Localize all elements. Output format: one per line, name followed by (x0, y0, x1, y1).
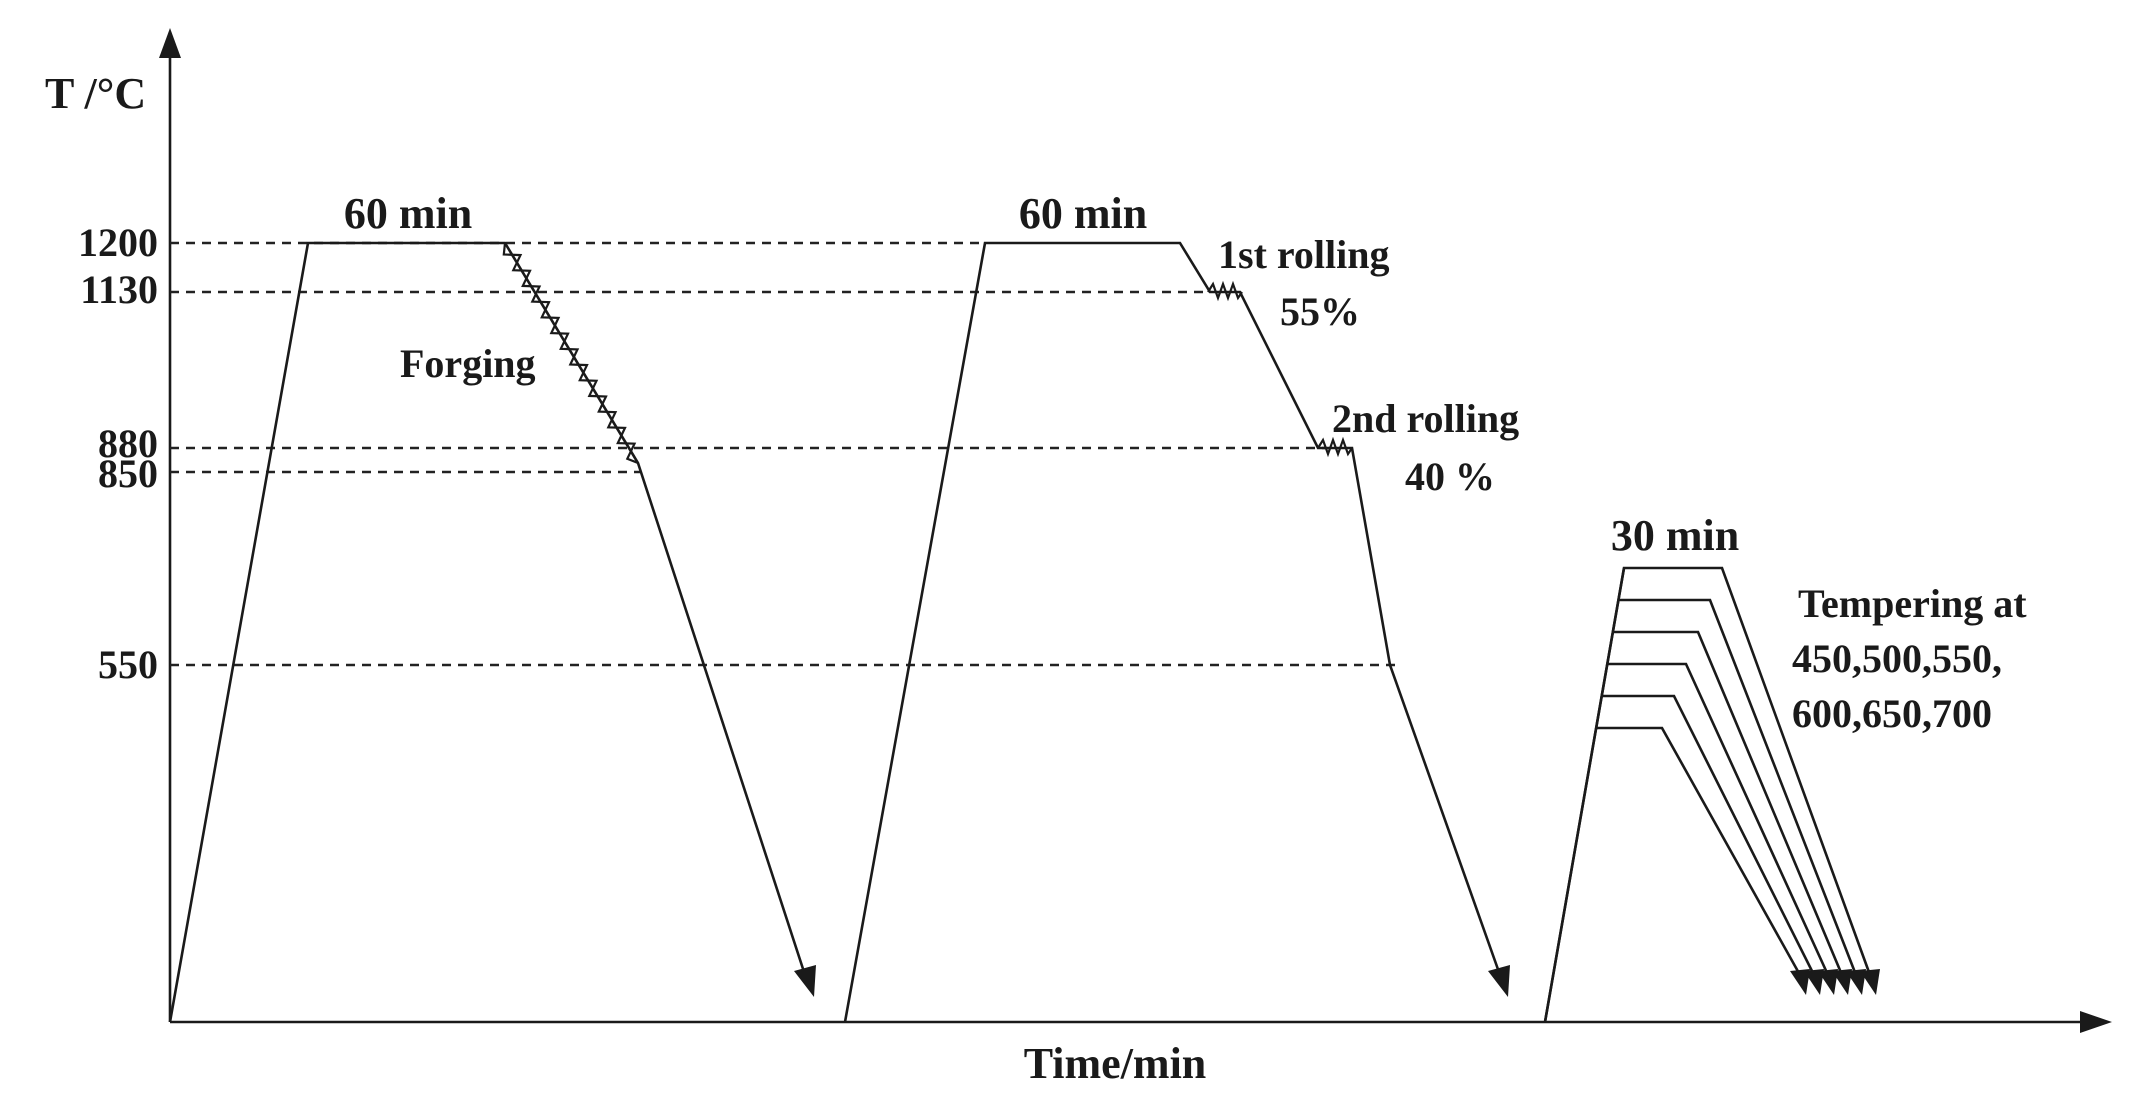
rolling1-zigzag (1207, 280, 1243, 302)
rolling2-zigzag (1317, 436, 1353, 458)
tempering-curves (1543, 566, 1880, 1023)
x-axis-label: Time/min (1024, 1039, 1207, 1088)
y-axis-label: T /°C (45, 69, 146, 118)
y-tick-1200: 1200 (78, 220, 158, 265)
tempering-curve-450 (1596, 726, 1802, 976)
forging-label: Forging (400, 341, 536, 386)
y-tick-1130: 1130 (80, 267, 158, 312)
tempering-label-line2: 450,500,550, (1792, 636, 2002, 681)
rolling2-reduction: 40 % (1405, 454, 1495, 499)
tempering-heating-line (1543, 567, 1626, 1023)
rolling1-reduction: 55% (1280, 289, 1360, 334)
y-tick-880: 880 (98, 421, 158, 466)
y-tick-850: 850 (98, 451, 158, 496)
rolling1-label: 1st rolling (1218, 232, 1390, 277)
rolling2-label: 2nd rolling (1332, 396, 1519, 441)
tempering-arrowhead-450 (1790, 969, 1810, 995)
stage2-profile (843, 241, 1502, 1023)
tempering-label-line1: Tempering at (1798, 581, 2027, 626)
stage1-cooling-arrowhead (794, 965, 816, 997)
stage2-hold-label: 60 min (1019, 189, 1147, 238)
stage3-hold-label: 30 min (1611, 511, 1739, 560)
stage1-hold-label: 60 min (344, 189, 472, 238)
stage2-cooling-arrowhead (1488, 965, 1510, 997)
x-axis-arrowhead (2080, 1011, 2112, 1033)
tempering-curve-650 (1618, 598, 1858, 976)
tempering-label-line3: 600,650,700 (1792, 691, 1992, 736)
tempering-curve-500 (1601, 694, 1816, 976)
tempering-curve-550 (1607, 662, 1830, 976)
y-axis-arrowhead (159, 28, 181, 58)
tempering-curve-600 (1612, 630, 1844, 976)
forging-zigzag (502, 242, 639, 465)
y-tick-550: 550 (98, 642, 158, 687)
